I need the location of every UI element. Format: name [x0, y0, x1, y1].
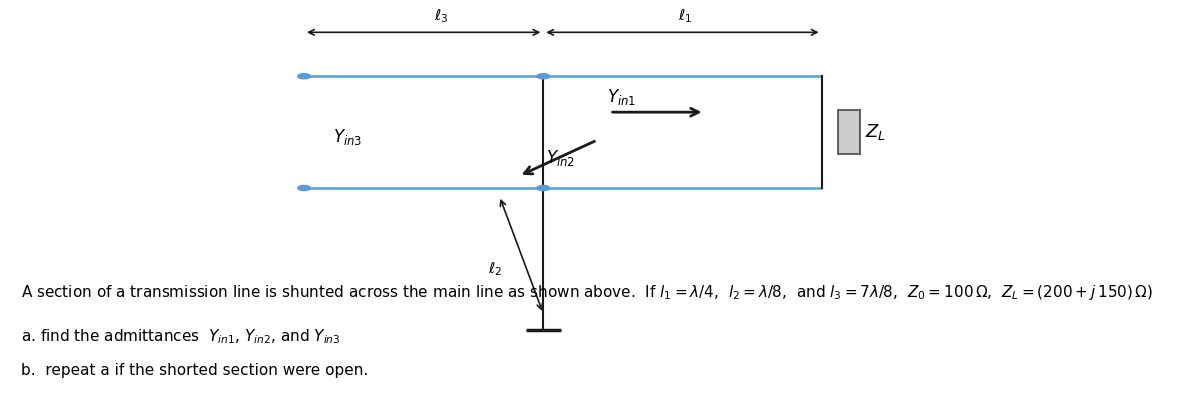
Circle shape	[298, 186, 311, 191]
Text: $\ell_3$: $\ell_3$	[433, 8, 448, 25]
Circle shape	[536, 186, 550, 191]
Text: $Y_{in1}$: $Y_{in1}$	[607, 87, 636, 107]
Circle shape	[536, 75, 550, 80]
FancyBboxPatch shape	[838, 111, 859, 155]
Circle shape	[298, 75, 311, 80]
Text: A section of a transmission line is shunted across the main line as shown above.: A section of a transmission line is shun…	[20, 283, 1153, 302]
Text: b.  repeat a if the shorted section were open.: b. repeat a if the shorted section were …	[20, 362, 368, 377]
Text: a. find the admittances  $Y_{in1}$, $Y_{in2}$, and $Y_{in3}$: a. find the admittances $Y_{in1}$, $Y_{i…	[20, 326, 341, 345]
Text: $Z_L$: $Z_L$	[864, 122, 886, 142]
Text: $Y_{in3}$: $Y_{in3}$	[334, 127, 362, 147]
Text: $\ell_2$: $\ell_2$	[487, 259, 502, 277]
Text: $\ell_1$: $\ell_1$	[678, 8, 692, 25]
Text: $Y_{in2}$: $Y_{in2}$	[546, 148, 575, 168]
